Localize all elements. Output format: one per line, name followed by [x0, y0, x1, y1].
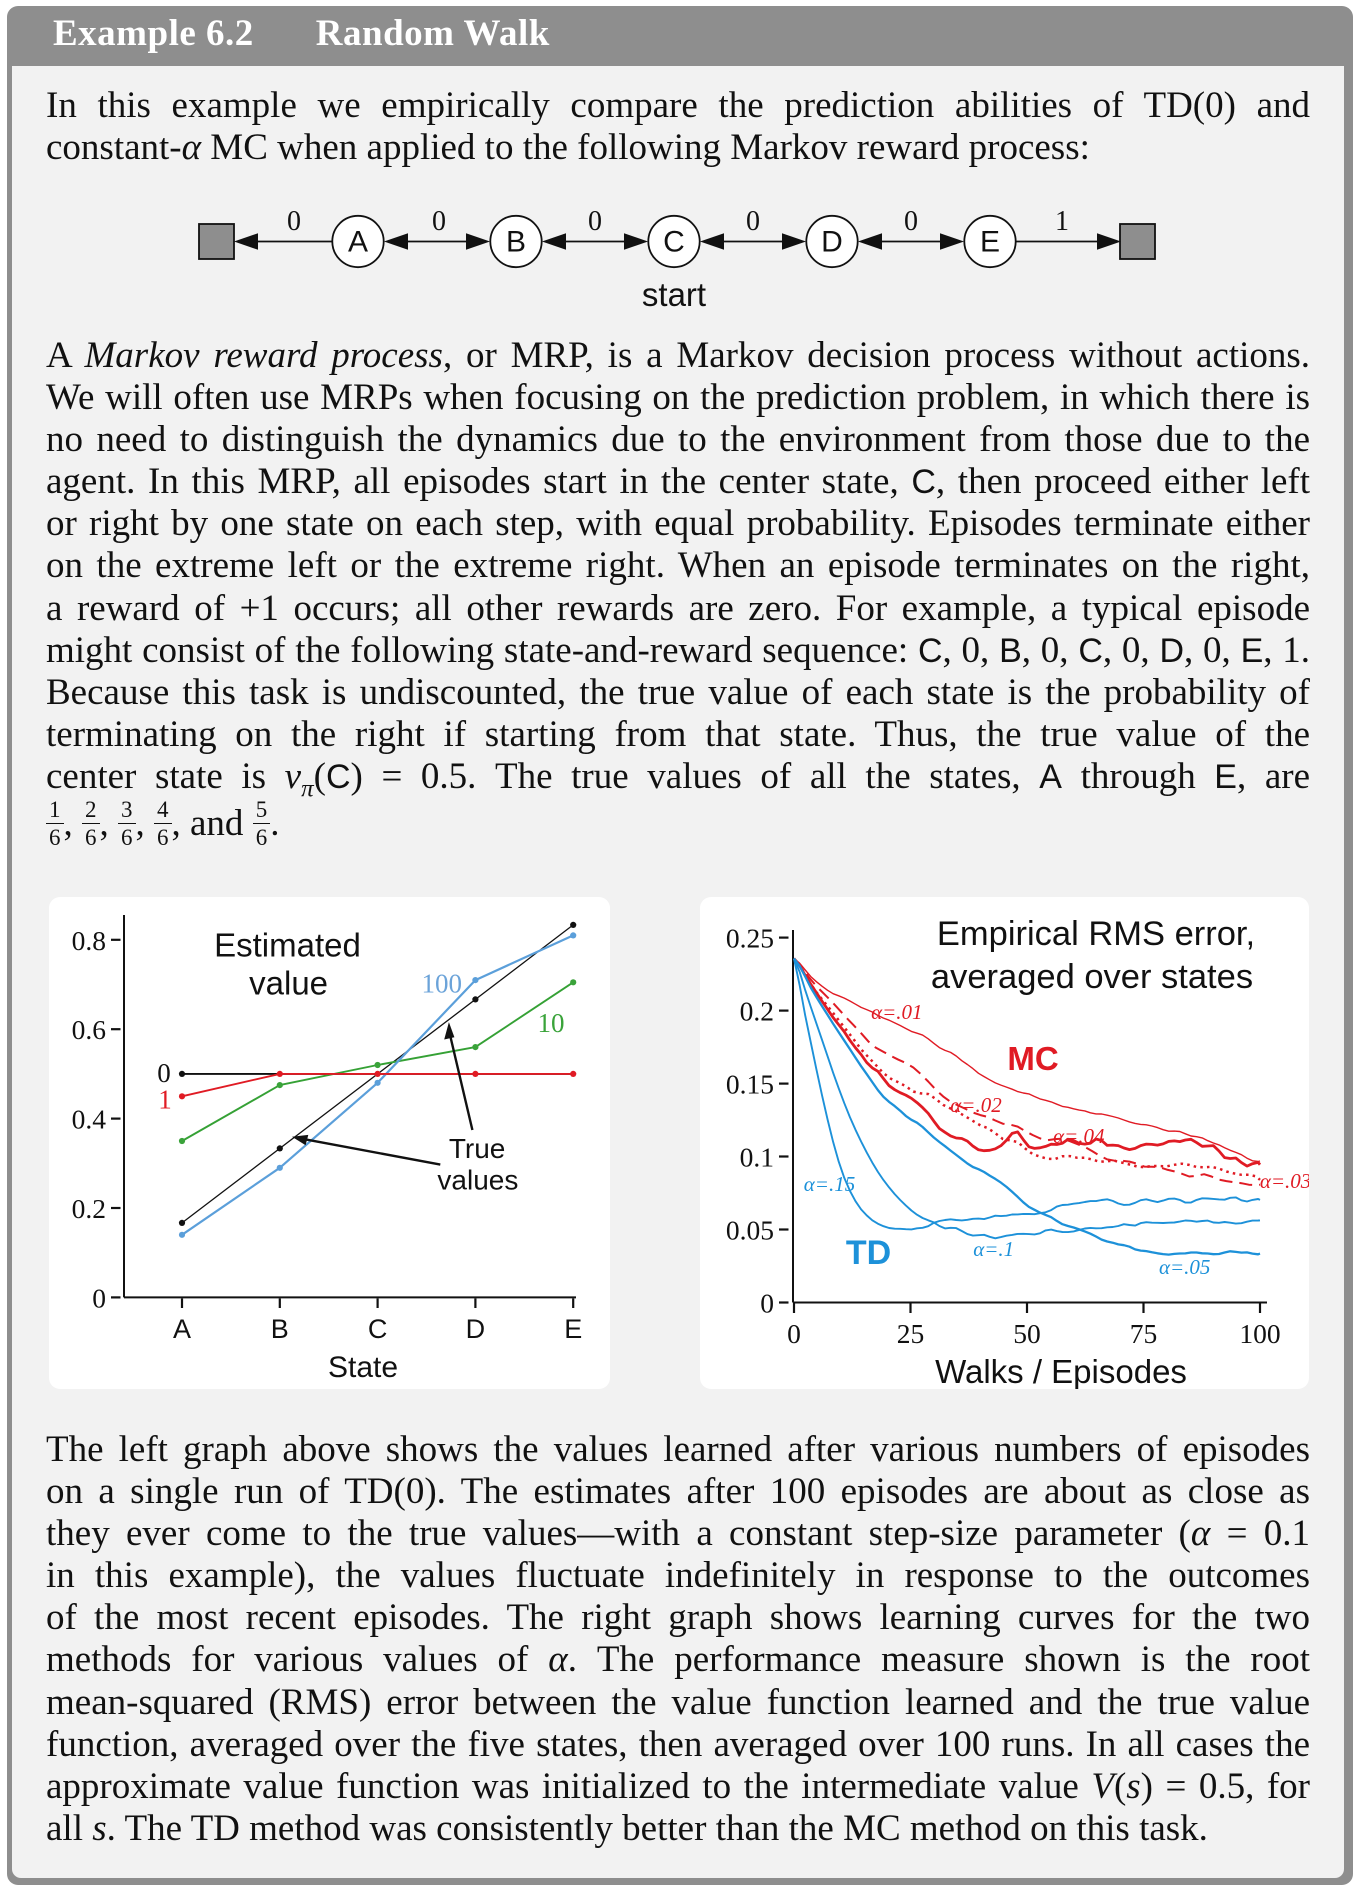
svg-text:E: E	[980, 226, 1000, 259]
svg-text:α=.05: α=.05	[1159, 1255, 1210, 1279]
svg-text:0: 0	[432, 206, 446, 237]
svg-text:A: A	[348, 226, 368, 259]
svg-text:C: C	[663, 226, 685, 259]
svg-text:0: 0	[760, 1288, 774, 1319]
svg-text:1: 1	[158, 1085, 172, 1115]
svg-text:0: 0	[588, 206, 602, 237]
svg-text:Empirical RMS error,: Empirical RMS error,	[937, 915, 1255, 953]
svg-text:D: D	[821, 226, 843, 259]
svg-text:0: 0	[787, 1318, 801, 1349]
svg-text:α=.04: α=.04	[1053, 1124, 1105, 1148]
svg-text:α=.01: α=.01	[871, 1000, 922, 1024]
svg-text:0.4: 0.4	[72, 1104, 107, 1135]
svg-text:0: 0	[157, 1058, 171, 1088]
svg-text:MC: MC	[1007, 1040, 1058, 1077]
svg-text:averaged over states: averaged over states	[931, 958, 1253, 996]
svg-text:Estimated: Estimated	[214, 927, 361, 964]
svg-text:0: 0	[287, 206, 301, 237]
svg-text:0.6: 0.6	[72, 1014, 106, 1045]
svg-text:0.2: 0.2	[72, 1193, 106, 1224]
svg-text:E: E	[564, 1314, 582, 1344]
svg-text:True: True	[449, 1133, 506, 1164]
svg-text:0.8: 0.8	[72, 925, 106, 956]
svg-text:values: values	[437, 1164, 518, 1195]
svg-text:α=.02: α=.02	[950, 1093, 1002, 1117]
svg-text:0.05: 0.05	[726, 1215, 774, 1246]
svg-text:B: B	[506, 226, 526, 259]
svg-text:0: 0	[904, 206, 918, 237]
svg-text:1: 1	[1055, 206, 1069, 237]
svg-text:0.1: 0.1	[740, 1142, 774, 1173]
svg-text:100: 100	[1239, 1318, 1280, 1349]
svg-text:α=.15: α=.15	[804, 1172, 855, 1196]
svg-text:0.25: 0.25	[726, 923, 774, 954]
svg-text:0: 0	[92, 1282, 106, 1313]
svg-text:start: start	[642, 276, 706, 313]
svg-text:Walks / Episodes: Walks / Episodes	[935, 1353, 1187, 1389]
svg-text:TD: TD	[846, 1234, 891, 1272]
svg-text:25: 25	[897, 1318, 925, 1349]
svg-text:10: 10	[538, 1008, 565, 1038]
svg-text:D: D	[466, 1314, 486, 1344]
svg-text:0.2: 0.2	[740, 996, 774, 1027]
svg-text:50: 50	[1013, 1318, 1041, 1349]
svg-text:A: A	[173, 1314, 191, 1344]
svg-text:α=.1: α=.1	[973, 1237, 1014, 1261]
svg-text:State: State	[328, 1351, 398, 1384]
svg-text:value: value	[249, 964, 328, 1001]
svg-text:0.15: 0.15	[726, 1069, 774, 1100]
svg-text:75: 75	[1130, 1318, 1158, 1349]
svg-text:C: C	[368, 1314, 388, 1344]
svg-text:α=.03: α=.03	[1260, 1169, 1309, 1193]
svg-text:B: B	[271, 1314, 289, 1344]
svg-text:100: 100	[421, 969, 462, 999]
svg-text:0: 0	[746, 206, 760, 237]
